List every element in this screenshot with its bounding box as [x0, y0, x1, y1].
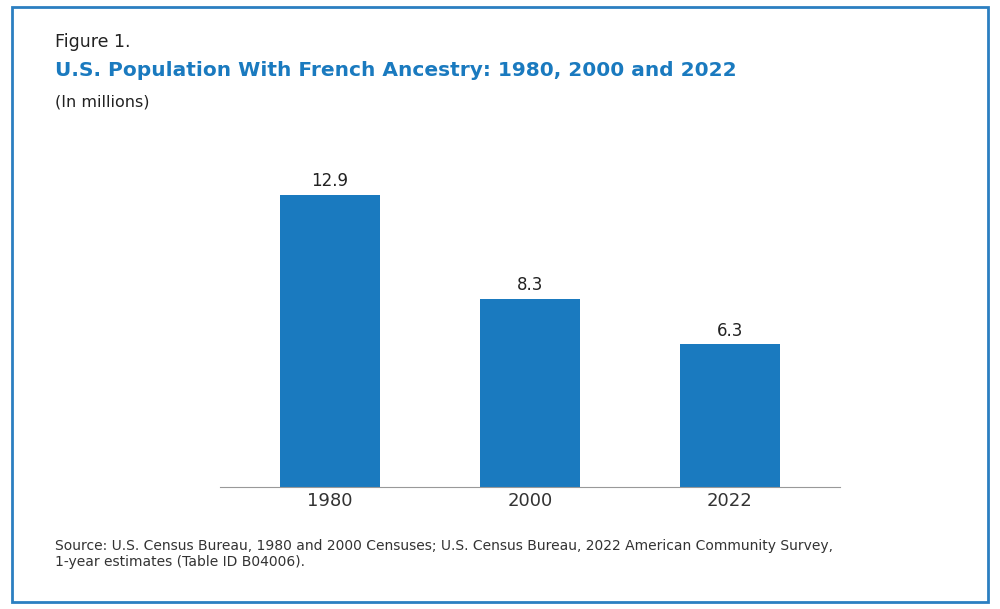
Text: 12.9: 12.9 [312, 172, 349, 190]
Text: 6.3: 6.3 [717, 322, 743, 340]
Bar [480, 299, 580, 487]
Text: Figure 1.: Figure 1. [55, 33, 130, 52]
Bar [680, 344, 780, 487]
Text: 8.3: 8.3 [517, 276, 543, 294]
Bar [280, 195, 380, 487]
Text: (In millions): (In millions) [55, 94, 150, 110]
Text: Source: U.S. Census Bureau, 1980 and 2000 Censuses; U.S. Census Bureau, 2022 Ame: Source: U.S. Census Bureau, 1980 and 200… [55, 539, 833, 569]
Text: U.S. Population With French Ancestry: 1980, 2000 and 2022: U.S. Population With French Ancestry: 19… [55, 61, 737, 80]
